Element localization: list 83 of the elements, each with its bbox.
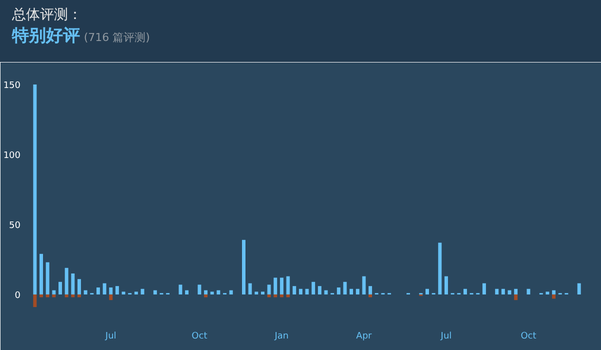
bar xyxy=(546,292,550,294)
bar xyxy=(40,294,43,298)
bar xyxy=(495,288,499,294)
bar xyxy=(552,290,556,294)
bar xyxy=(71,273,75,294)
text: (716 篇评测) xyxy=(84,31,150,44)
bar xyxy=(242,240,246,294)
bar xyxy=(102,283,106,294)
bar xyxy=(267,284,271,294)
bar xyxy=(298,288,302,294)
y-tick-label: 100 xyxy=(3,151,21,162)
bar xyxy=(178,284,182,294)
bar xyxy=(274,294,278,298)
y-tick-label: 0 xyxy=(14,290,21,301)
x-tick-label: Oct xyxy=(520,332,537,342)
x-tick-label: Jul xyxy=(440,332,452,342)
bar xyxy=(463,288,467,294)
bar xyxy=(77,294,81,298)
bar xyxy=(286,276,290,294)
x-tick-label: Jan xyxy=(274,332,289,342)
bar xyxy=(274,278,278,294)
x-tick-label: Apr xyxy=(356,332,372,342)
bar xyxy=(33,294,37,308)
bar xyxy=(260,292,264,294)
bar xyxy=(52,290,56,294)
bar xyxy=(58,282,62,294)
bar xyxy=(501,288,505,294)
y-tick-label: 50 xyxy=(9,220,21,231)
chart-title: 总体评测： xyxy=(12,6,83,24)
bar xyxy=(280,294,284,298)
bar xyxy=(318,286,322,294)
bar xyxy=(368,286,372,294)
bar xyxy=(514,288,518,294)
bar xyxy=(96,287,100,294)
bar xyxy=(305,288,309,294)
bar xyxy=(46,294,50,298)
x-tick-label: Jul xyxy=(104,332,116,342)
bar xyxy=(122,292,126,294)
bar xyxy=(350,288,354,294)
bar xyxy=(362,276,366,294)
bar xyxy=(444,276,448,294)
bar xyxy=(109,294,113,300)
y-tick-label: 150 xyxy=(3,81,21,92)
x-tick-label: Oct xyxy=(192,332,208,342)
bar xyxy=(356,288,360,294)
bar xyxy=(438,242,442,294)
bar xyxy=(134,292,138,294)
bar xyxy=(204,290,208,294)
bar xyxy=(343,282,347,294)
bar xyxy=(526,288,530,294)
bar xyxy=(210,292,214,294)
bar xyxy=(77,279,81,294)
bar xyxy=(46,262,50,294)
bar xyxy=(84,290,88,294)
bar xyxy=(109,287,113,294)
bar xyxy=(368,294,372,298)
bar xyxy=(254,292,258,294)
bar xyxy=(267,294,271,298)
bar xyxy=(577,283,581,294)
bar xyxy=(292,286,296,294)
bar xyxy=(64,294,68,298)
bar xyxy=(198,284,202,294)
bar xyxy=(552,294,556,299)
bar xyxy=(286,294,290,298)
bar xyxy=(71,294,75,298)
bar xyxy=(185,290,189,294)
bar xyxy=(482,283,486,294)
chart-subtitle: 特别好评 xyxy=(12,26,80,46)
bar xyxy=(64,268,68,294)
bar xyxy=(280,278,284,294)
bar xyxy=(153,290,157,294)
bar xyxy=(33,84,37,294)
bar xyxy=(514,294,518,300)
bar xyxy=(204,294,208,298)
bar xyxy=(248,283,252,294)
bar xyxy=(336,287,340,294)
bar xyxy=(115,286,119,294)
bar xyxy=(216,290,220,294)
bar xyxy=(229,290,233,294)
bar xyxy=(426,288,429,294)
bar xyxy=(40,254,43,294)
bar xyxy=(52,294,56,298)
bar xyxy=(312,282,316,294)
